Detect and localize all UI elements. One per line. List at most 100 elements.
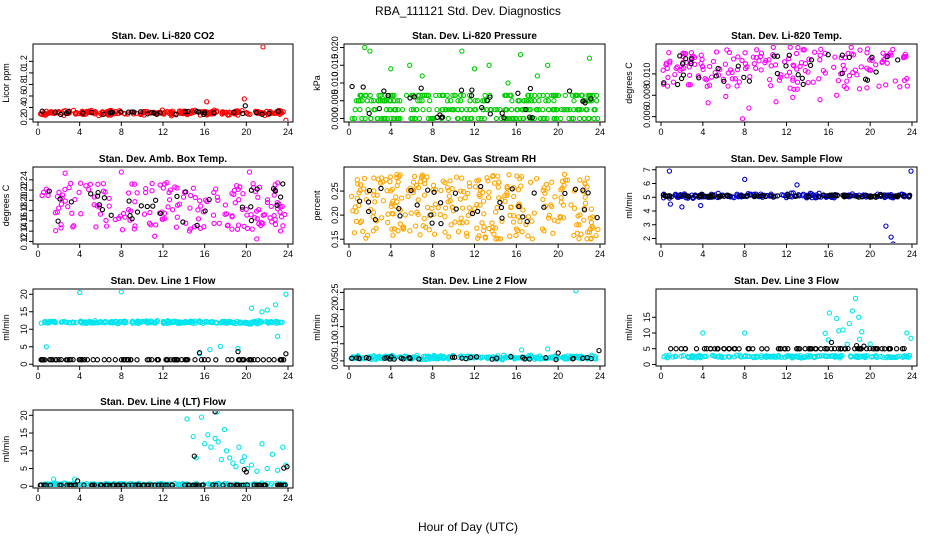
data-point [197,198,203,204]
data-point [180,219,186,225]
data-point [735,63,741,69]
panel-1: Stan. Dev. Li-820 CO2 Licor ppm 0 4 8 12 16 20 2… [1,31,294,137]
data-point [739,57,745,64]
data-point [475,115,481,121]
data-point [499,215,505,221]
data-point [540,196,546,203]
data-point [266,319,272,325]
data-point [268,110,274,116]
data-point [373,218,380,224]
data-point [528,98,535,104]
data-point [523,98,530,104]
data-point [582,194,588,200]
data-point [474,201,480,208]
data-point [781,346,788,352]
plot-area [660,168,914,243]
data-point [434,106,440,113]
data-point [802,60,809,67]
data-point [856,86,863,92]
data-point [360,228,366,235]
data-point [583,106,589,113]
data-point [118,109,124,115]
data-point [255,194,261,200]
data-point [120,210,127,217]
data-point [569,115,575,121]
data-point [582,181,588,187]
data-point [69,210,75,216]
x-tick-label: 12 [158,127,168,137]
data-point [464,233,470,239]
data-point [397,98,403,104]
data-point [670,354,676,360]
data-point [191,453,197,459]
data-point [848,354,854,360]
data-point [489,356,495,362]
data-point [487,94,493,100]
data-point [844,192,850,199]
data-point [893,346,900,352]
data-point [667,201,674,207]
data-point [468,354,474,361]
data-point [417,98,423,104]
data-point [155,482,161,487]
panel-2: Stan. Dev. Li-820 Pressure kPa 0 4 8 12 16 20 24… [312,31,606,137]
data-point [734,66,741,73]
data-point [354,177,360,183]
data-point [235,345,241,352]
y-axis-label: percent [312,190,322,221]
data-point [571,106,577,113]
data-point [412,223,419,229]
data-point [165,204,171,210]
plot-area [37,411,290,487]
data-point [420,354,427,360]
data-point [442,106,449,113]
data-point [211,220,217,227]
data-point [594,214,600,221]
data-point [753,65,759,71]
data-point [772,62,779,68]
data-point [550,106,556,113]
data-point [106,203,112,209]
data-point [736,79,742,85]
x-tick-label: 8 [430,127,435,137]
data-point [134,190,140,196]
data-point [103,482,109,487]
data-point [229,213,235,219]
data-point [707,346,714,352]
data-point [143,185,149,192]
x-tick-label: 12 [781,127,791,137]
data-point [453,206,459,212]
data-point [492,209,499,215]
data-point [878,193,884,199]
x-tick-label: 12 [158,249,168,259]
data-point [578,231,584,237]
data-point [374,192,380,198]
data-point [184,356,190,363]
data-point [389,210,395,217]
data-point [825,337,831,343]
data-point [207,109,214,116]
data-point [463,106,470,113]
data-point [283,351,289,357]
data-point [499,218,505,224]
panel-3: Stan. Dev. Li-820 Temp. degrees C 0 4 8 12 16 2… [624,31,918,137]
data-point [794,66,800,72]
data-point [389,226,395,232]
data-point [735,54,741,60]
data-point [783,63,789,69]
data-point [140,482,146,487]
data-point [442,229,448,235]
data-point [444,98,451,104]
data-point [254,468,260,474]
data-point [63,110,70,117]
data-point [714,346,720,352]
data-point [879,59,886,65]
data-point [795,72,801,78]
data-point [356,198,363,204]
panel-10: Stan. Dev. Line 4 (LT) Flow ml/min 0 4 8 12 16… [1,397,294,503]
x-tick-label: 20 [553,127,563,137]
data-point [221,426,228,433]
x-tick-label: 0 [35,127,40,137]
data-point [576,222,582,228]
data-point [525,233,531,239]
